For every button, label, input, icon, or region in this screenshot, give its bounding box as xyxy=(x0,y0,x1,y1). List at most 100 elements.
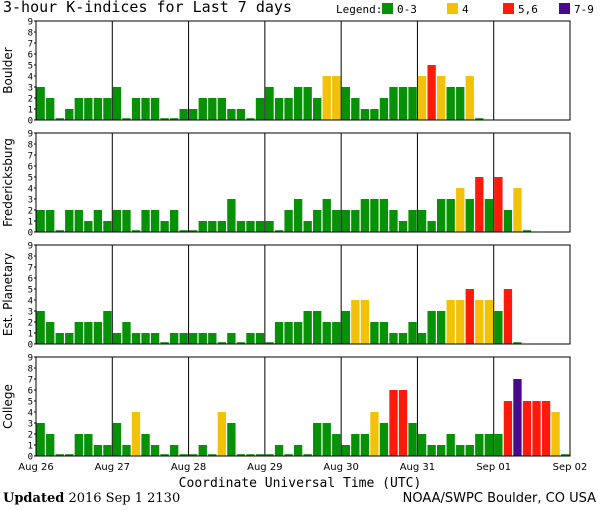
kindex-bar xyxy=(284,210,293,232)
y-tick-label: 1 xyxy=(28,330,33,340)
kindex-bar xyxy=(122,322,131,344)
panel-frame xyxy=(35,244,571,345)
kindex-bar xyxy=(284,454,293,456)
kindex-bar xyxy=(408,210,417,232)
kindex-bar xyxy=(313,98,322,120)
kindex-bar xyxy=(236,221,246,232)
kindex-bar xyxy=(93,210,103,232)
kindex-bar xyxy=(303,87,312,120)
kindex-bar xyxy=(532,401,541,456)
kindex-bar xyxy=(55,230,64,232)
kindex-bar xyxy=(522,401,532,456)
y-tick-label: 3 xyxy=(28,196,33,206)
kindex-bar xyxy=(112,333,122,344)
kindex-bar xyxy=(398,87,408,120)
kindex-bar xyxy=(322,199,331,232)
kindex-bar xyxy=(465,445,474,456)
y-tick-label: 0 xyxy=(28,341,33,351)
kindex-bar xyxy=(313,311,322,344)
kindex-bar xyxy=(112,87,122,120)
kindex-bar xyxy=(112,210,122,232)
kindex-bar xyxy=(465,76,474,120)
kindex-bar xyxy=(227,423,236,456)
kindex-bar xyxy=(46,210,55,232)
y-tick-label: 1 xyxy=(28,218,33,228)
y-tick-label: 5 xyxy=(28,398,33,408)
y-tick-label: 9 xyxy=(28,18,33,28)
kindex-bar xyxy=(93,322,103,344)
panel-label: Est. Planetary xyxy=(1,253,15,336)
kindex-bar xyxy=(246,118,255,120)
kindex-bar xyxy=(150,445,160,456)
kindex-bar xyxy=(303,311,312,344)
kindex-bar xyxy=(313,423,322,456)
kindex-bar xyxy=(93,445,103,456)
kindex-bar xyxy=(293,199,303,232)
kindex-bar xyxy=(198,333,207,344)
kindex-bar xyxy=(36,210,45,232)
y-tick-label: 3 xyxy=(28,308,33,318)
y-tick-label: 3 xyxy=(28,84,33,94)
kindex-bar xyxy=(494,311,503,344)
kindex-bar xyxy=(446,300,455,344)
kindex-bar xyxy=(131,412,141,456)
kindex-bar xyxy=(351,210,360,232)
y-tick-label: 4 xyxy=(28,297,33,307)
kindex-bar xyxy=(274,230,284,232)
y-tick-label: 5 xyxy=(28,174,33,184)
kindex-bar xyxy=(332,322,341,344)
kindex-bar xyxy=(46,322,55,344)
legend-item-green: 0-3 xyxy=(382,3,417,16)
kindex-bar xyxy=(74,98,83,120)
kindex-bar xyxy=(141,98,150,120)
panel-label: Fredericksburg xyxy=(1,138,15,227)
kindex-bar xyxy=(322,423,331,456)
kindex-bar xyxy=(179,109,188,120)
kindex-bar xyxy=(265,87,274,120)
y-tick-label: 8 xyxy=(28,29,33,39)
updated-value: 2016 Sep 1 2130 xyxy=(68,491,181,506)
kindex-bar xyxy=(475,434,484,456)
kindex-bar xyxy=(370,322,379,344)
y-tick-label: 9 xyxy=(28,242,33,252)
kindex-bar xyxy=(36,87,45,120)
y-tick-label: 6 xyxy=(28,275,33,285)
y-tick-label: 1 xyxy=(28,442,33,452)
kindex-bar xyxy=(122,210,131,232)
kindex-bar xyxy=(351,300,360,344)
kindex-bar xyxy=(465,289,474,344)
y-tick-label: 0 xyxy=(28,229,33,239)
kindex-bar xyxy=(398,333,408,344)
kindex-bar xyxy=(437,199,446,232)
kindex-bar xyxy=(160,342,169,344)
kindex-bar xyxy=(227,199,236,232)
y-tick-label: 5 xyxy=(28,286,33,296)
kindex-bar xyxy=(360,434,370,456)
kindex-bar xyxy=(246,221,255,232)
kindex-bar xyxy=(398,390,408,456)
y-tick-label: 2 xyxy=(28,95,33,105)
kindex-bar xyxy=(446,199,455,232)
kindex-bar xyxy=(236,109,246,120)
y-tick-label: 0 xyxy=(28,453,33,463)
kindex-bar xyxy=(170,445,179,456)
y-tick-label: 7 xyxy=(28,152,33,162)
kindex-bar xyxy=(417,210,427,232)
kindex-bar xyxy=(103,221,112,232)
y-tick-label: 8 xyxy=(28,141,33,151)
panel-frame xyxy=(35,356,571,457)
legend-swatch xyxy=(382,3,393,14)
kindex-bar xyxy=(255,454,265,456)
kindex-bar xyxy=(170,118,179,120)
y-tick-label: 3 xyxy=(28,420,33,430)
kindex-bar xyxy=(55,454,64,456)
kindex-bar xyxy=(84,434,93,456)
kindex-bar xyxy=(208,98,217,120)
kindex-bar xyxy=(408,322,417,344)
kindex-bar xyxy=(398,221,408,232)
kindex-bar xyxy=(46,434,55,456)
legend-item-label: 4 xyxy=(462,3,469,16)
